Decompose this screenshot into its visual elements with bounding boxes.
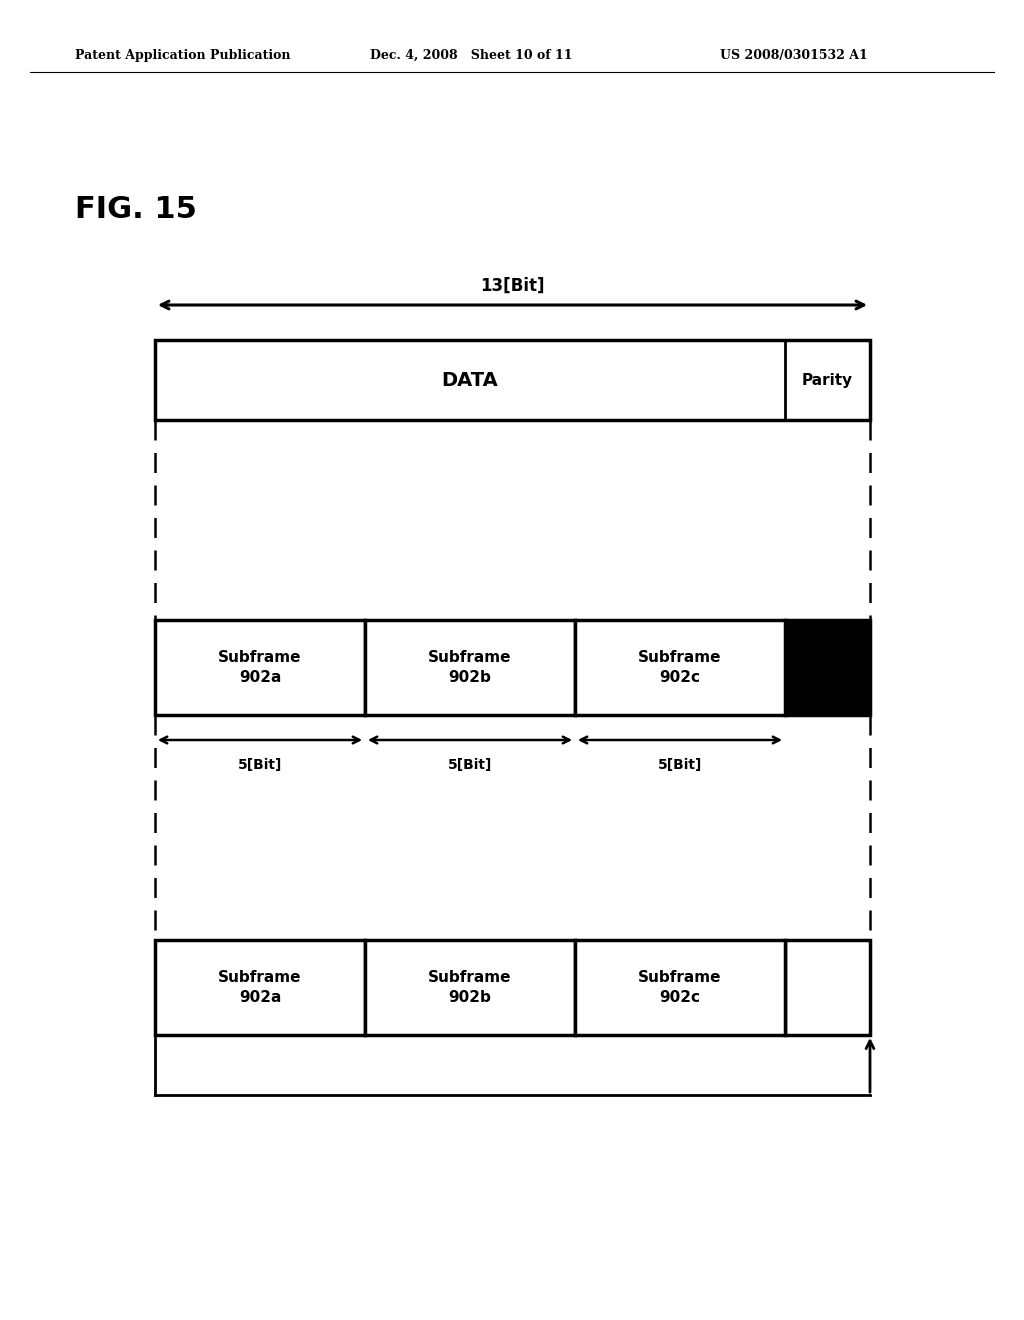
Text: Patent Application Publication: Patent Application Publication	[75, 49, 291, 62]
Text: Subframe
902b: Subframe 902b	[428, 969, 512, 1006]
Bar	[365, 620, 575, 715]
Text: US 2008/0301532 A1: US 2008/0301532 A1	[720, 49, 867, 62]
Text: 5[Bit]: 5[Bit]	[447, 758, 493, 772]
Bar	[155, 620, 365, 715]
Text: Subframe
902a: Subframe 902a	[218, 969, 302, 1006]
Text: 5[Bit]: 5[Bit]	[238, 758, 283, 772]
Bar	[785, 620, 870, 715]
Bar	[575, 620, 785, 715]
Text: FIG. 15: FIG. 15	[75, 195, 197, 224]
Text: Dec. 4, 2008   Sheet 10 of 11: Dec. 4, 2008 Sheet 10 of 11	[370, 49, 572, 62]
Bar	[155, 940, 365, 1035]
Bar	[785, 940, 870, 1035]
Bar	[365, 940, 575, 1035]
Text: Subframe
902c: Subframe 902c	[638, 649, 722, 685]
Text: Subframe
902c: Subframe 902c	[638, 969, 722, 1006]
Text: Subframe
902a: Subframe 902a	[218, 649, 302, 685]
Bar	[575, 940, 785, 1035]
Text: 13[Bit]: 13[Bit]	[480, 277, 545, 294]
Text: DATA: DATA	[441, 371, 499, 389]
Text: Subframe
902b: Subframe 902b	[428, 649, 512, 685]
Text: Parity: Parity	[802, 372, 853, 388]
Bar	[155, 341, 870, 420]
Text: 5[Bit]: 5[Bit]	[657, 758, 702, 772]
